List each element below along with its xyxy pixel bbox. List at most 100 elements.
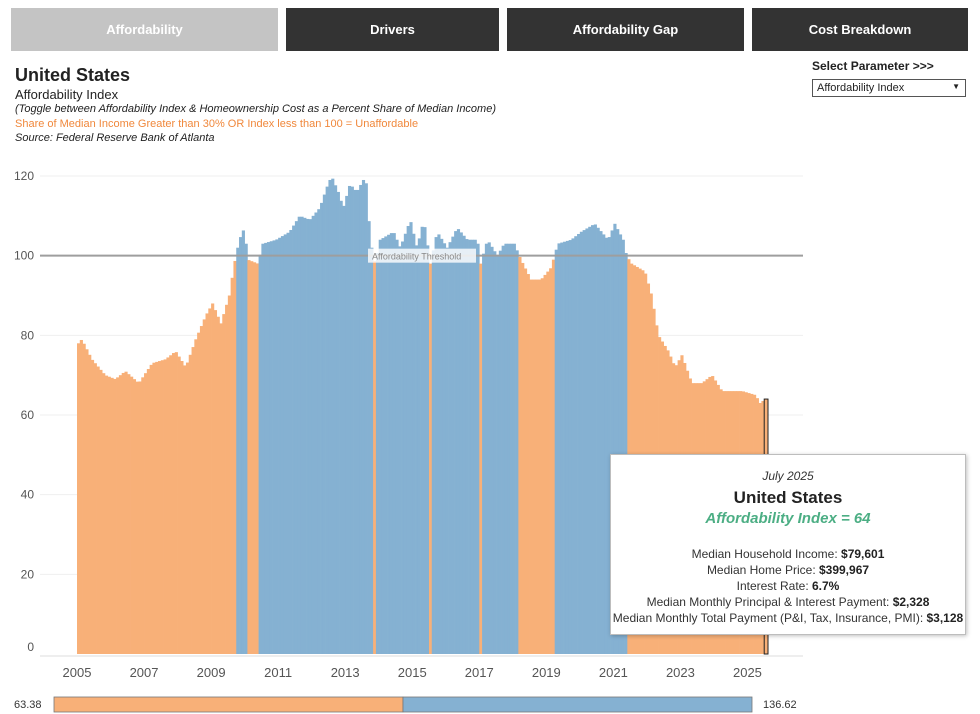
bar[interactable] [582,230,586,655]
bar[interactable] [456,229,461,654]
bar[interactable] [85,349,89,654]
bar[interactable] [445,247,449,654]
bar[interactable] [610,230,614,654]
bar[interactable] [102,373,106,654]
bar[interactable] [459,232,463,655]
bar[interactable] [554,249,558,655]
bar[interactable] [602,234,606,654]
bar[interactable] [551,259,556,654]
bar[interactable] [509,243,514,654]
bar[interactable] [518,256,522,654]
parameter-select[interactable]: Affordability Index ▼ [812,79,966,97]
bar[interactable] [199,326,204,654]
bar[interactable] [191,347,195,654]
bar[interactable] [222,314,226,654]
bar[interactable] [434,237,438,655]
bar[interactable] [384,236,388,655]
bar[interactable] [392,233,396,654]
bar[interactable] [166,357,170,654]
bar[interactable] [593,224,597,655]
bar[interactable] [130,376,134,654]
bar[interactable] [194,339,198,654]
bar[interactable] [177,356,181,654]
bar[interactable] [163,359,167,654]
bar[interactable] [621,239,625,654]
bar[interactable] [308,219,313,654]
bar[interactable] [359,184,363,654]
bar[interactable] [233,260,237,654]
bar[interactable] [236,247,240,654]
bar[interactable] [334,185,338,655]
bar[interactable] [571,238,575,654]
bar[interactable] [127,374,131,654]
bar[interactable] [241,230,245,654]
bar[interactable] [244,243,248,654]
bar[interactable] [462,235,466,654]
bar[interactable] [311,215,315,655]
bar[interactable] [476,243,480,654]
bar[interactable] [283,234,287,654]
bar[interactable] [297,216,301,655]
bar[interactable] [107,376,111,654]
bar[interactable] [144,373,148,654]
bar[interactable] [202,319,206,654]
bar[interactable] [353,189,357,655]
bar[interactable] [158,361,162,654]
bar[interactable] [529,279,533,654]
bar[interactable] [141,377,145,654]
bar[interactable] [437,234,441,654]
bar[interactable] [420,226,424,654]
bar[interactable] [121,372,125,654]
bar[interactable] [557,243,561,655]
bar[interactable] [230,277,234,654]
bar[interactable] [375,253,380,654]
bar[interactable] [521,262,525,654]
bar[interactable] [401,241,405,654]
bar[interactable] [387,234,391,655]
bar[interactable] [247,260,251,654]
bar[interactable] [79,339,83,654]
bar[interactable] [618,234,623,654]
tab-cost-breakdown[interactable]: Cost Breakdown [752,8,968,51]
bar[interactable] [451,236,455,654]
bar[interactable] [325,186,329,654]
bar[interactable] [342,205,346,654]
bar[interactable] [331,178,335,654]
bar[interactable] [454,231,458,654]
bar[interactable] [448,242,452,654]
bar[interactable] [496,255,500,654]
bar[interactable] [565,240,570,654]
bar[interactable] [135,381,139,654]
bar[interactable] [607,237,611,655]
bar[interactable] [174,352,178,654]
bar[interactable] [328,179,332,654]
bar[interactable] [596,227,600,655]
bar[interactable] [507,243,511,654]
bar[interactable] [345,195,349,654]
bar[interactable] [239,237,243,655]
bar[interactable] [440,238,444,654]
bar[interactable] [146,369,150,654]
bar[interactable] [543,274,547,654]
bar[interactable] [303,217,307,654]
bar[interactable] [292,225,296,654]
bar[interactable] [479,263,483,654]
bar[interactable] [482,253,486,655]
tab-drivers[interactable]: Drivers [286,8,499,51]
bar[interactable] [613,223,617,655]
bar[interactable] [470,239,475,654]
bar[interactable] [563,241,567,654]
bar[interactable] [227,295,231,655]
bar[interactable] [113,378,117,654]
bar[interactable] [289,229,293,655]
bar[interactable] [526,274,530,654]
bar[interactable] [591,225,595,654]
bar[interactable] [104,375,109,654]
bar[interactable] [549,268,553,654]
bar[interactable] [616,229,620,654]
bar[interactable] [493,251,497,655]
bar[interactable] [426,245,430,654]
bar[interactable] [93,363,97,654]
bar[interactable] [585,228,589,655]
bar[interactable] [546,271,550,654]
